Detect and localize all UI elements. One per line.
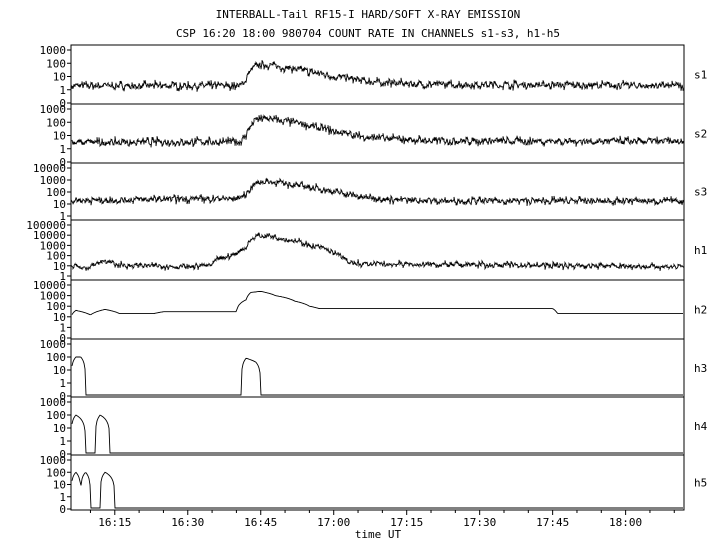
- y-tick-label: 0: [59, 156, 66, 169]
- x-tick-label: 17:00: [317, 516, 350, 529]
- series-trace-s1: [71, 60, 684, 92]
- panel-frame: [70, 279, 685, 340]
- y-tick-label: 1: [59, 210, 66, 223]
- y-tick-label: 100: [46, 116, 66, 129]
- y-tick-label: 1000: [40, 290, 67, 303]
- panels-group: 10001001010s110001001010s210000100010010…: [26, 44, 707, 516]
- y-tick-label: 0: [59, 332, 66, 345]
- chart-title: INTERBALL-Tail RF15-I HARD/SOFT X-RAY EM…: [216, 8, 521, 21]
- y-tick-label: 1000: [40, 239, 67, 252]
- y-tick-label: 1: [59, 435, 66, 448]
- y-tick-label: 10: [53, 422, 66, 435]
- series-trace-h1: [71, 232, 684, 271]
- y-tick-label: 0: [59, 390, 66, 403]
- y-tick-label: 1: [59, 321, 66, 334]
- channel-label: s3: [694, 186, 707, 199]
- y-tick-label: 1000: [40, 454, 67, 467]
- panel-frame: [70, 219, 685, 281]
- y-tick-label: 1: [59, 270, 66, 283]
- panel-frame: [70, 103, 685, 164]
- x-tick-label: 17:30: [463, 516, 496, 529]
- series-trace-h4: [71, 414, 683, 454]
- y-tick-label: 1000: [40, 338, 67, 351]
- y-tick-label: 1: [59, 491, 66, 504]
- panel-frame: [70, 454, 685, 511]
- panel-frame: [70, 44, 685, 105]
- x-tick-label: 18:00: [609, 516, 642, 529]
- y-tick-label: 1000: [40, 396, 67, 409]
- y-tick-label: 100: [46, 466, 66, 479]
- x-tick-label: 17:15: [390, 516, 423, 529]
- y-tick-label: 100: [46, 250, 66, 263]
- y-tick-label: 1: [59, 84, 66, 97]
- series-trace-h5: [71, 471, 683, 509]
- x-axis-label: time UT: [355, 528, 402, 541]
- channel-label: h5: [694, 477, 707, 490]
- y-tick-label: 10: [53, 311, 66, 324]
- y-tick-label: 10000: [33, 279, 66, 292]
- y-tick-label: 100000: [26, 219, 66, 232]
- y-tick-label: 10: [53, 260, 66, 273]
- x-tick-label: 16:45: [244, 516, 277, 529]
- y-tick-label: 1000: [40, 44, 67, 57]
- x-axis: 16:15 16:30 16:45 17:00 17:15 17:30 17:45 18:00: [89, 510, 675, 529]
- series-trace-s3: [71, 177, 684, 207]
- x-tick-label: 16:30: [171, 516, 204, 529]
- channel-label: h3: [694, 362, 707, 375]
- x-tick-label: 16:15: [98, 516, 131, 529]
- y-tick-label: 10: [53, 479, 66, 492]
- x-tick-label: 17:45: [536, 516, 569, 529]
- channel-label: h1: [694, 244, 707, 257]
- y-tick-label: 100: [46, 300, 66, 313]
- series-trace-h2: [71, 290, 683, 316]
- panel-frame: [70, 338, 685, 398]
- panel-frame: [70, 162, 685, 221]
- y-tick-label: 0: [59, 448, 66, 461]
- y-tick-label: 1: [59, 377, 66, 390]
- y-tick-label: 10: [53, 198, 66, 211]
- y-tick-label: 10: [53, 71, 66, 84]
- panel-frame: [70, 396, 685, 456]
- channel-label: s2: [694, 128, 707, 141]
- y-tick-label: 100: [46, 351, 66, 364]
- chart-subtitle: CSP 16:20 18:00 980704 COUNT RATE IN CHA…: [176, 27, 560, 40]
- y-tick-label: 0: [59, 503, 66, 516]
- y-tick-label: 10000: [33, 229, 66, 242]
- y-tick-label: 100: [46, 409, 66, 422]
- y-tick-label: 10: [53, 364, 66, 377]
- y-tick-label: 10: [53, 130, 66, 143]
- channel-label: s1: [694, 69, 707, 82]
- channel-label: h2: [694, 304, 707, 317]
- y-tick-label: 10000: [33, 162, 66, 175]
- y-tick-label: 1: [59, 143, 66, 156]
- y-tick-label: 100: [46, 186, 66, 199]
- y-tick-label: 100: [46, 57, 66, 70]
- series-trace-s2: [71, 114, 684, 148]
- series-trace-h3: [71, 356, 683, 396]
- y-tick-label: 1000: [40, 103, 67, 116]
- y-tick-label: 1000: [40, 174, 67, 187]
- y-tick-label: 0: [59, 97, 66, 110]
- channel-label: h4: [694, 420, 708, 433]
